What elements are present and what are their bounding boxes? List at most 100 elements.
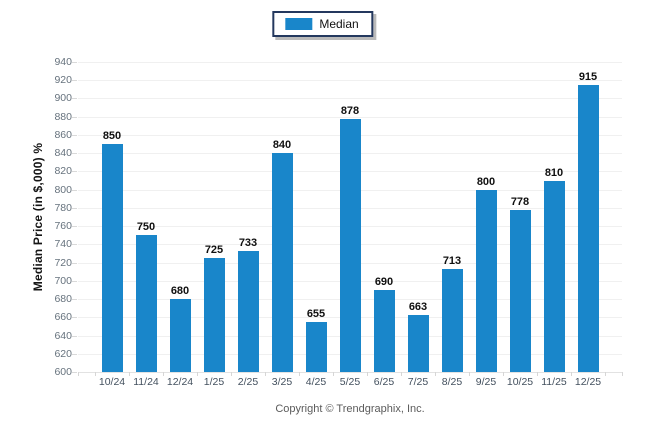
y-tick-label: 940 — [54, 56, 72, 68]
y-tick-label: 860 — [54, 129, 72, 141]
y-tick-label: 880 — [54, 111, 72, 123]
y-tick-mark — [72, 336, 77, 337]
median-bar-5/25[interactable] — [339, 119, 361, 372]
bar-column-2/25: 733 — [231, 62, 265, 372]
x-tick-mark — [95, 372, 96, 376]
x-tick-mark — [197, 372, 198, 376]
bar-column-1/25: 725 — [197, 62, 231, 372]
x-tick-label-5/25: 5/25 — [339, 376, 361, 388]
gridline-600 — [78, 372, 622, 373]
bar-value-label: 850 — [102, 130, 122, 142]
chart-legend[interactable]: Median — [272, 11, 374, 37]
y-tick-label: 900 — [54, 92, 72, 104]
median-bar-12/24[interactable] — [169, 299, 191, 372]
bar-column-10/24: 850 — [95, 62, 129, 372]
x-tick-label-1/25: 1/25 — [203, 376, 225, 388]
y-tick-label: 760 — [54, 220, 72, 232]
y-tick-mark — [72, 190, 77, 191]
x-tick-label-12/24: 12/24 — [166, 376, 194, 388]
x-tick-label-3/25: 3/25 — [271, 376, 293, 388]
y-tick-label: 780 — [54, 202, 72, 214]
plot-area: 850 750 680 725 733 840 655 878 690 663 713 800 778 8… — [78, 62, 622, 373]
y-tick-mark — [72, 208, 77, 209]
y-tick-label: 840 — [54, 147, 72, 159]
bar-value-label: 713 — [442, 255, 462, 267]
median-bar-11/24[interactable] — [135, 235, 157, 372]
bar-value-label: 778 — [510, 196, 530, 208]
bar-value-label: 915 — [578, 71, 598, 83]
gridline-900 — [78, 98, 622, 99]
y-tick-mark — [72, 226, 77, 227]
median-bar-10/25[interactable] — [509, 210, 531, 372]
legend-swatch-icon — [285, 18, 313, 30]
bar-value-label: 680 — [170, 285, 190, 297]
x-tick-mark — [622, 372, 623, 376]
x-tick-mark — [537, 372, 538, 376]
y-tick-mark — [72, 281, 77, 282]
median-bar-2/25[interactable] — [237, 251, 259, 372]
median-bar-9/25[interactable] — [475, 190, 497, 372]
y-tick-mark — [72, 317, 77, 318]
bar-value-label: 878 — [340, 105, 360, 117]
median-bar-4/25[interactable] — [305, 322, 327, 372]
bar-column-7/25: 663 — [401, 62, 435, 372]
bar-value-label: 663 — [408, 301, 428, 313]
bar-column-9/25: 800 — [469, 62, 503, 372]
copyright-text: Copyright © Trendgraphix, Inc. — [275, 403, 425, 415]
median-bar-10/24[interactable] — [101, 144, 123, 372]
bar-column-3/25: 840 — [265, 62, 299, 372]
bar-value-label: 733 — [238, 237, 258, 249]
x-tick-label-11/24: 11/24 — [133, 376, 159, 388]
y-tick-mark — [72, 135, 77, 136]
y-tick-label: 800 — [54, 184, 72, 196]
gridline-920 — [78, 80, 622, 81]
median-bar-12/25[interactable] — [577, 85, 599, 372]
median-bar-11/25[interactable] — [543, 181, 565, 372]
median-bar-6/25[interactable] — [373, 290, 395, 372]
y-tick-label: 660 — [54, 311, 72, 323]
y-tick-label: 620 — [54, 348, 72, 360]
y-tick-label: 920 — [54, 74, 72, 86]
y-tick-label: 820 — [54, 165, 72, 177]
x-tick-label-6/25: 6/25 — [373, 376, 395, 388]
x-tick-mark — [163, 372, 164, 376]
y-tick-label: 740 — [54, 238, 72, 250]
y-tick-mark — [72, 372, 77, 373]
bar-value-label: 750 — [136, 221, 156, 233]
median-bar-1/25[interactable] — [203, 258, 225, 372]
bar-value-label: 725 — [204, 244, 224, 256]
bar-column-5/25: 878 — [333, 62, 367, 372]
bar-column-12/25: 915 — [571, 62, 605, 372]
x-tick-label-9/25: 9/25 — [475, 376, 497, 388]
bar-value-label: 690 — [374, 276, 394, 288]
bar-column-12/24: 680 — [163, 62, 197, 372]
x-tick-mark — [129, 372, 130, 376]
median-bar-8/25[interactable] — [441, 269, 463, 372]
legend-label: Median — [319, 17, 359, 31]
median-bar-3/25[interactable] — [271, 153, 293, 372]
y-tick-label: 640 — [54, 330, 72, 342]
y-tick-mark — [72, 263, 77, 264]
y-tick-mark — [72, 299, 77, 300]
x-tick-mark — [78, 372, 79, 376]
bar-column-6/25: 690 — [367, 62, 401, 372]
y-tick-label: 720 — [54, 257, 72, 269]
bar-value-label: 840 — [272, 139, 292, 151]
x-tick-label-8/25: 8/25 — [441, 376, 463, 388]
x-tick-label-10/24: 10/24 — [98, 376, 126, 388]
y-tick-mark — [72, 354, 77, 355]
y-tick-label: 600 — [54, 366, 72, 378]
x-tick-mark — [435, 372, 436, 376]
bar-column-8/25: 713 — [435, 62, 469, 372]
median-bar-7/25[interactable] — [407, 315, 429, 372]
x-axis-labels: 10/24 11/24 12/24 1/25 2/25 3/25 4/25 5/25 6/25 7… — [78, 376, 622, 389]
x-tick-mark — [605, 372, 606, 376]
bar-value-label: 655 — [306, 308, 326, 320]
y-tick-mark — [72, 244, 77, 245]
y-tick-mark — [72, 117, 77, 118]
y-tick-mark — [72, 171, 77, 172]
y-tick-mark — [72, 80, 77, 81]
bar-value-label: 810 — [544, 167, 564, 179]
x-tick-mark — [333, 372, 334, 376]
x-tick-label-10/25: 10/25 — [506, 376, 534, 388]
